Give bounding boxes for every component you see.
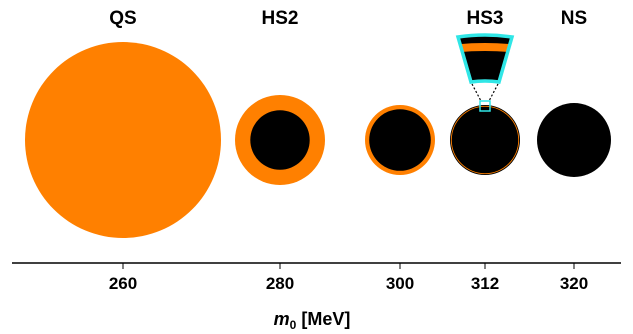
- tick-label-280: 280: [266, 274, 294, 293]
- zoom-region-marker: [479, 100, 491, 112]
- tick-label-312: 312: [471, 274, 499, 293]
- inset-leader-right: [488, 83, 499, 102]
- title-hs3: HS3: [467, 8, 504, 29]
- inset-leader-left: [471, 83, 482, 102]
- axis-title: m0 [MeV]: [274, 309, 351, 332]
- axis-unit: [MeV]: [296, 309, 350, 329]
- tick-label-260: 260: [109, 274, 137, 293]
- star-hs3: [450, 105, 520, 175]
- hadron-layer-0: [537, 103, 611, 177]
- hadron-layer-1: [369, 109, 431, 171]
- title-hs2: HS2: [262, 8, 299, 29]
- axis-var: m: [274, 309, 290, 329]
- quark-layer-0: [25, 42, 221, 238]
- inset-quark-shell: [458, 43, 512, 53]
- hadron-layer-2: [451, 106, 519, 174]
- star-ns: [537, 103, 611, 177]
- tick-label-320: 320: [560, 274, 588, 293]
- tick-label-300: 300: [386, 274, 414, 293]
- inset-frame: [455, 33, 515, 84]
- title-qs: QS: [109, 8, 136, 29]
- axis-subscript: 0: [290, 318, 297, 332]
- tick-group: [122, 263, 575, 269]
- star-qs: [25, 42, 221, 238]
- hs3-zoom-inset: [455, 33, 515, 112]
- star-hs2: [235, 95, 325, 185]
- inset-outer-crust: [458, 35, 512, 45]
- title-ns: NS: [561, 8, 587, 29]
- hadron-layer-1: [250, 110, 310, 170]
- star-m300: [365, 105, 435, 175]
